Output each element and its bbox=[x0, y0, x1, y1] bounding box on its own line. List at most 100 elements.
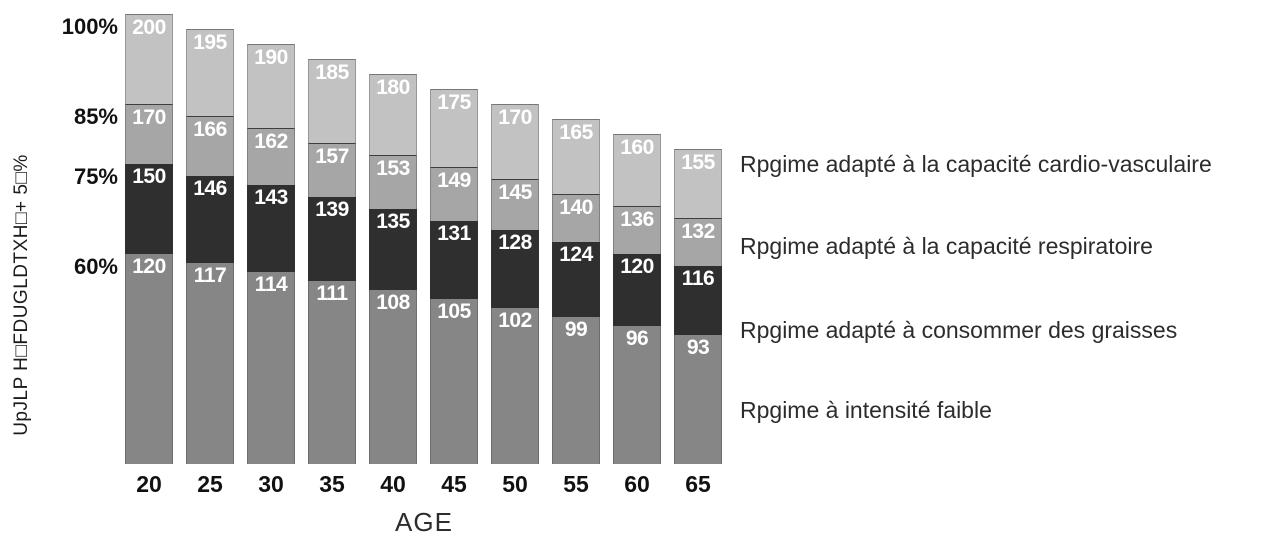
legend-item-consommer-graisses: Rpgime adapté à consommer des graisses bbox=[740, 317, 1178, 343]
segment-100%-age-40: 180 bbox=[369, 74, 417, 155]
segment-75%-age-40: 135 bbox=[369, 209, 417, 290]
segment-85%-age-45: 149 bbox=[430, 167, 478, 221]
segment-value-label: 190 bbox=[254, 46, 288, 69]
bar-age-25: 195 166 146 117 bbox=[186, 29, 234, 464]
segment-75%-age-55: 124 bbox=[552, 242, 600, 317]
segment-value-label: 195 bbox=[193, 31, 227, 54]
segment-75%-age-60: 120 bbox=[613, 254, 661, 326]
segment-100%-age-65: 155 bbox=[674, 149, 722, 218]
x-tick-35: 35 bbox=[319, 471, 345, 497]
legend-item-respiratoire: Rpgime adapté à la capacité respiratoire bbox=[740, 233, 1153, 259]
segment-value-label: 99 bbox=[564, 318, 588, 341]
segment-value-label: 175 bbox=[437, 91, 471, 114]
segment-100%-age-60: 160 bbox=[613, 134, 661, 206]
x-tick-45: 45 bbox=[441, 471, 467, 497]
x-tick-40: 40 bbox=[380, 471, 406, 497]
segment-value-label: 140 bbox=[559, 196, 593, 219]
segment-85%-age-60: 136 bbox=[613, 206, 661, 254]
segment-value-label: 114 bbox=[254, 273, 288, 296]
segment-value-label: 116 bbox=[681, 267, 715, 290]
y-tick-100pct: 100% bbox=[61, 14, 118, 39]
y-tick-60pct: 60% bbox=[73, 254, 118, 279]
segment-value-label: 143 bbox=[254, 186, 288, 209]
segment-value-label: 117 bbox=[193, 264, 227, 287]
segment-value-label: 108 bbox=[376, 291, 410, 314]
x-tick-65: 65 bbox=[685, 471, 711, 497]
segment-100%-age-20: 200 bbox=[125, 14, 173, 104]
x-axis-title: AGE bbox=[395, 507, 453, 537]
segment-60%-age-20: 120 bbox=[125, 254, 173, 464]
bar-age-45: 175 149 131 105 bbox=[430, 89, 478, 464]
segment-value-label: 170 bbox=[498, 106, 532, 129]
segment-value-label: 120 bbox=[620, 255, 654, 278]
segment-value-label: 111 bbox=[316, 282, 348, 305]
bar-age-60: 160 136 120 96 bbox=[613, 134, 661, 464]
segment-value-label: 124 bbox=[559, 243, 593, 266]
segment-value-label: 93 bbox=[686, 336, 710, 359]
y-tick-85pct: 85% bbox=[73, 104, 118, 129]
segment-100%-age-55: 165 bbox=[552, 119, 600, 194]
segment-value-label: 145 bbox=[498, 181, 532, 204]
y-tick-75pct: 75% bbox=[73, 164, 118, 189]
x-tick-50: 50 bbox=[502, 471, 528, 497]
segment-value-label: 200 bbox=[132, 16, 166, 39]
segment-75%-age-30: 143 bbox=[247, 185, 295, 272]
segment-60%-age-55: 99 bbox=[552, 317, 600, 464]
segment-85%-age-65: 132 bbox=[674, 218, 722, 266]
x-tick-20: 20 bbox=[136, 471, 162, 497]
segment-60%-age-40: 108 bbox=[369, 290, 417, 464]
segment-value-label: 166 bbox=[193, 118, 227, 141]
segment-value-label: 136 bbox=[620, 208, 654, 231]
segment-75%-age-25: 146 bbox=[186, 176, 234, 263]
segment-100%-age-50: 170 bbox=[491, 104, 539, 179]
segment-75%-age-35: 139 bbox=[308, 197, 356, 281]
segment-value-label: 165 bbox=[559, 121, 593, 144]
segment-60%-age-25: 117 bbox=[186, 263, 234, 464]
segment-value-label: 132 bbox=[681, 220, 715, 243]
bar-age-65: 155 132 116 93 bbox=[674, 149, 722, 464]
bar-age-40: 180 153 135 108 bbox=[369, 74, 417, 464]
segment-value-label: 146 bbox=[193, 177, 227, 200]
segment-value-label: 153 bbox=[376, 157, 410, 180]
segment-value-label: 180 bbox=[376, 76, 410, 99]
segment-60%-age-65: 93 bbox=[674, 335, 722, 464]
segment-value-label: 185 bbox=[315, 61, 349, 84]
segment-75%-age-20: 150 bbox=[125, 164, 173, 254]
segment-60%-age-35: 111 bbox=[308, 281, 356, 464]
x-tick-55: 55 bbox=[563, 471, 589, 497]
bar-age-20: 200 170 150 120 bbox=[125, 14, 173, 464]
segment-100%-age-35: 185 bbox=[308, 59, 356, 143]
segment-60%-age-30: 114 bbox=[247, 272, 295, 464]
segment-75%-age-50: 128 bbox=[491, 230, 539, 308]
segment-value-label: 96 bbox=[625, 327, 649, 350]
segment-75%-age-45: 131 bbox=[430, 221, 478, 299]
segment-100%-age-30: 190 bbox=[247, 44, 295, 128]
segment-value-label: 135 bbox=[376, 210, 410, 233]
legend-item-cardio-vasculaire: Rpgime adapté à la capacité cardio-vascu… bbox=[740, 151, 1212, 177]
segment-value-label: 120 bbox=[132, 255, 166, 278]
segment-85%-age-40: 153 bbox=[369, 155, 417, 209]
x-tick-60: 60 bbox=[624, 471, 650, 497]
segment-value-label: 157 bbox=[315, 145, 349, 168]
segment-85%-age-30: 162 bbox=[247, 128, 295, 185]
x-tick-25: 25 bbox=[197, 471, 223, 497]
segment-85%-age-55: 140 bbox=[552, 194, 600, 242]
segment-value-label: 160 bbox=[620, 136, 654, 159]
segment-value-label: 170 bbox=[132, 106, 166, 129]
x-tick-30: 30 bbox=[258, 471, 284, 497]
segment-value-label: 162 bbox=[254, 130, 288, 153]
segment-85%-age-20: 170 bbox=[125, 104, 173, 164]
segment-value-label: 105 bbox=[437, 300, 471, 323]
bar-age-55: 165 140 124 99 bbox=[552, 119, 600, 464]
segment-85%-age-50: 145 bbox=[491, 179, 539, 230]
segment-value-label: 128 bbox=[498, 231, 532, 254]
segment-value-label: 102 bbox=[498, 309, 532, 332]
bar-age-30: 190 162 143 114 bbox=[247, 44, 295, 464]
bar-age-50: 170 145 128 102 bbox=[491, 104, 539, 464]
segment-value-label: 150 bbox=[132, 165, 166, 188]
segment-60%-age-45: 105 bbox=[430, 299, 478, 464]
segment-value-label: 149 bbox=[437, 169, 471, 192]
segment-100%-age-25: 195 bbox=[186, 29, 234, 116]
segment-100%-age-45: 175 bbox=[430, 89, 478, 167]
